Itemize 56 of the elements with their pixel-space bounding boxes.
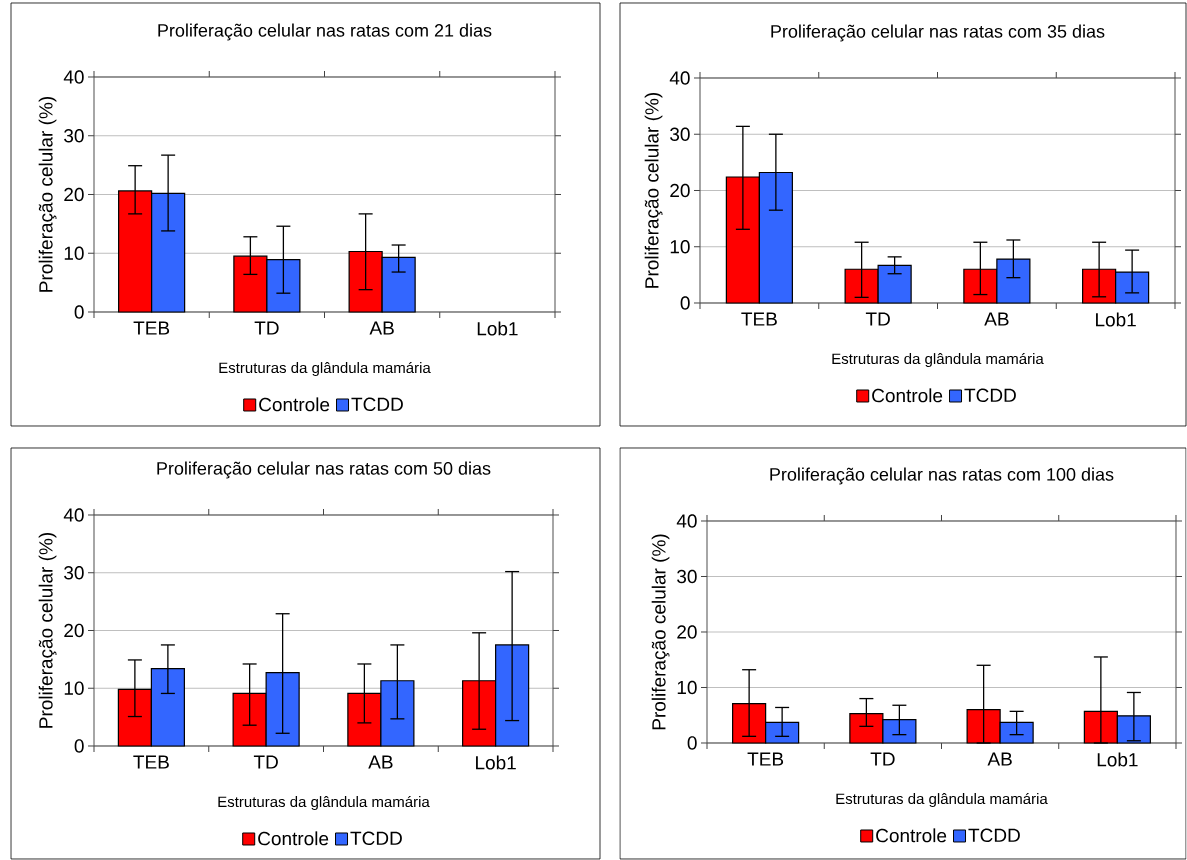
legend-label: Controle [876,828,947,843]
x-tick-label: TD [254,321,279,335]
x-tick-label: TEB [133,321,170,335]
y-tick-label: 10 [670,240,690,254]
x-tick-label: TEB [741,312,777,326]
x-tick-label: AB [369,321,394,335]
y-tick-label: 30 [677,569,697,584]
x-tick-label: TEB [133,755,169,769]
y-tick-label: 0 [687,736,697,750]
x-tick-label: TD [865,312,890,326]
y-tick-label: 10 [64,681,84,695]
y-axis-title: Proliferação celular (%) [38,97,57,292]
x-axis-title: Estruturas da glândula mamária [832,352,1044,368]
x-tick-label: TD [253,755,278,769]
y-tick-label: 30 [670,127,690,141]
y-tick-label: 10 [677,680,697,695]
legend-label: TCDD [968,828,1020,843]
y-tick-label: 0 [680,296,690,310]
y-tick-label: 0 [74,305,84,319]
chart-title: Proliferação celular nas ratas com 35 dias [771,24,1105,42]
x-tick-label: TEB [747,752,784,766]
y-tick-label: 20 [64,623,84,638]
y-tick-label: 10 [64,246,84,260]
y-tick-label: 40 [676,514,697,528]
y-tick-label: 40 [669,71,690,85]
legend-label: TCDD [351,397,403,412]
chart-title: Proliferação celular nas ratas com 50 dias [157,461,491,479]
x-axis-title: Estruturas da glândula mamária [836,792,1048,808]
y-tick-label: 20 [670,183,690,198]
y-tick-label: 30 [64,129,84,143]
x-tick-label: AB [987,752,1012,766]
x-tick-label: Lob1 [1097,752,1138,767]
legend-label: Controle [872,388,943,403]
legend-label: TCDD [350,831,402,846]
x-tick-label: Lob1 [1096,312,1136,327]
x-axis-title: Estruturas da glândula mamária [219,361,431,377]
y-tick-label: 20 [677,625,697,639]
x-tick-label: Lob1 [476,755,516,770]
y-axis-title: Proliferação celular (%) [38,532,57,728]
y-axis-title: Proliferação celular (%) [651,534,670,730]
y-tick-label: 40 [63,508,84,522]
y-tick-label: 20 [64,187,84,202]
x-tick-label: AB [984,312,1009,326]
legend-label: TCDD [964,388,1016,403]
legend-label: Controle [258,831,329,846]
legend-label: Controle [259,397,330,412]
x-tick-label: AB [368,755,393,769]
y-axis-title: Proliferação celular (%) [644,93,663,288]
chart-title: Proliferação celular nas ratas com 100 dias [770,467,1114,485]
y-tick-label: 40 [63,70,84,84]
y-tick-label: 0 [74,739,84,753]
x-tick-label: Lob1 [477,321,518,336]
chart-title: Proliferação celular nas ratas com 21 dias [158,23,492,41]
y-tick-label: 30 [64,566,84,580]
x-tick-label: TD [870,752,895,766]
x-axis-title: Estruturas da glândula mamária [218,795,430,811]
